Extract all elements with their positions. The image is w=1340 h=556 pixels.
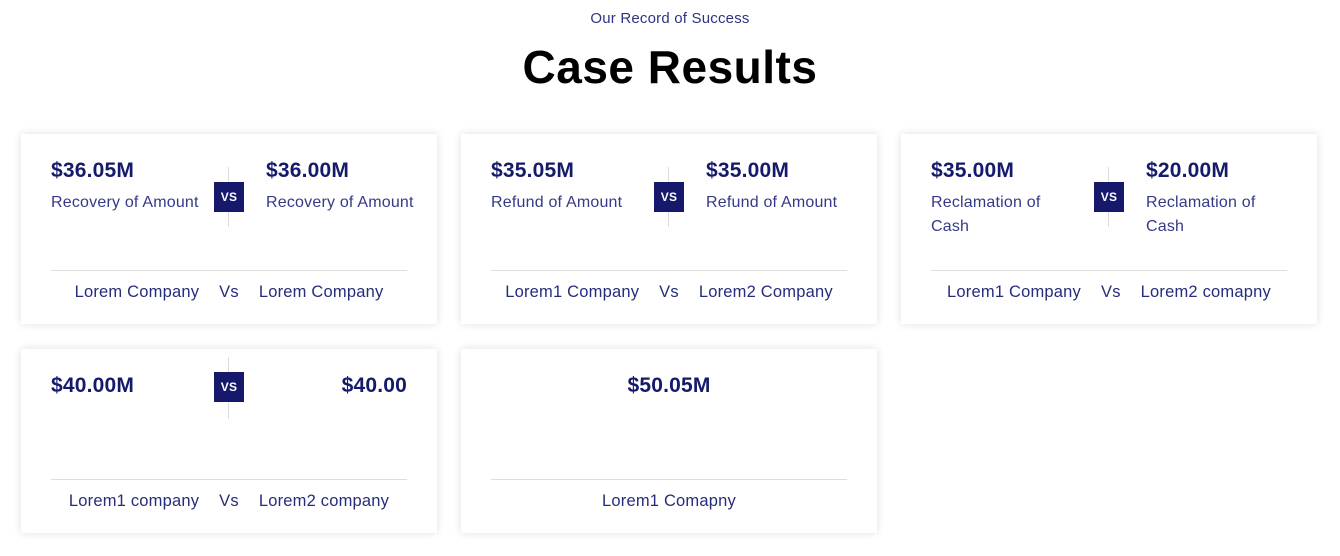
right-label: Reclamation of Cash bbox=[1146, 194, 1256, 235]
case-result-card: $36.05M Recovery of Amount VS $36.00M Re… bbox=[21, 134, 437, 324]
card-footer: Lorem1 company Vs Lorem2 company bbox=[51, 489, 407, 513]
right-party: $20.00M Reclamation of Cash bbox=[1146, 158, 1296, 239]
right-label: Recovery of Amount bbox=[266, 194, 414, 211]
right-label: Refund of Amount bbox=[706, 194, 838, 211]
left-label: Refund of Amount bbox=[491, 194, 623, 211]
right-party: $40.00 bbox=[257, 373, 407, 399]
right-company: Lorem Company bbox=[258, 282, 384, 301]
section-eyebrow: Our Record of Success bbox=[590, 10, 750, 27]
case-result-card: $35.00M Reclamation of Cash VS $20.00M R… bbox=[901, 134, 1317, 324]
vs-text: Vs bbox=[1101, 282, 1121, 301]
left-party: $35.05M Refund of Amount bbox=[491, 158, 641, 215]
right-amount: $36.00M bbox=[266, 159, 350, 182]
vs-badge: VS bbox=[654, 182, 684, 212]
right-amount: $40.00 bbox=[341, 374, 407, 397]
vs-badge: VS bbox=[1094, 182, 1124, 212]
card-divider bbox=[491, 479, 847, 480]
vs-text: Vs bbox=[219, 282, 239, 301]
case-result-card: $50.05M Lorem1 Comapny bbox=[461, 349, 877, 533]
left-amount: $35.05M bbox=[491, 159, 575, 182]
left-company: Lorem1 company bbox=[68, 491, 200, 510]
left-label: Reclamation of Cash bbox=[931, 194, 1041, 235]
card-footer: Lorem1 Company Vs Lorem2 Company bbox=[491, 280, 847, 304]
left-amount: $40.00M bbox=[51, 374, 135, 397]
right-company: Lorem2 comapny bbox=[1140, 282, 1271, 301]
page-title: Case Results bbox=[522, 41, 818, 93]
card-divider bbox=[931, 270, 1287, 271]
left-amount: $35.00M bbox=[931, 159, 1015, 182]
company: Lorem1 Comapny bbox=[602, 491, 736, 510]
case-result-card: $35.05M Refund of Amount VS $35.00M Refu… bbox=[461, 134, 877, 324]
left-company: Lorem Company bbox=[74, 282, 200, 301]
card-divider bbox=[51, 479, 407, 480]
card-footer: Lorem Company Vs Lorem Company bbox=[51, 280, 407, 304]
card-footer: Lorem1 Comapny bbox=[491, 489, 847, 513]
single-party: $50.05M bbox=[461, 373, 877, 399]
card-divider bbox=[491, 270, 847, 271]
vs-badge: VS bbox=[214, 182, 244, 212]
left-party: $35.00M Reclamation of Cash bbox=[931, 158, 1081, 239]
card-footer: Lorem1 Company Vs Lorem2 comapny bbox=[931, 280, 1287, 304]
right-amount: $35.00M bbox=[706, 159, 790, 182]
left-label: Recovery of Amount bbox=[51, 194, 199, 211]
left-company: Lorem1 Company bbox=[947, 282, 1081, 301]
left-party: $40.00M bbox=[51, 373, 201, 399]
case-result-card: $40.00M VS $40.00 Lorem1 company Vs Lore… bbox=[21, 349, 437, 533]
left-amount: $36.05M bbox=[51, 159, 135, 182]
right-amount: $20.00M bbox=[1146, 159, 1230, 182]
single-amount: $50.05M bbox=[627, 374, 711, 397]
right-party: $35.00M Refund of Amount bbox=[706, 158, 856, 215]
left-company: Lorem1 Company bbox=[505, 282, 640, 301]
card-divider bbox=[51, 270, 407, 271]
right-company: Lorem2 company bbox=[258, 491, 390, 510]
vs-text: Vs bbox=[659, 282, 679, 301]
right-company: Lorem2 Company bbox=[698, 282, 833, 301]
vs-badge: VS bbox=[214, 372, 244, 402]
left-party: $36.05M Recovery of Amount bbox=[51, 158, 201, 215]
right-party: $36.00M Recovery of Amount bbox=[266, 158, 416, 215]
vs-text: Vs bbox=[219, 491, 239, 510]
